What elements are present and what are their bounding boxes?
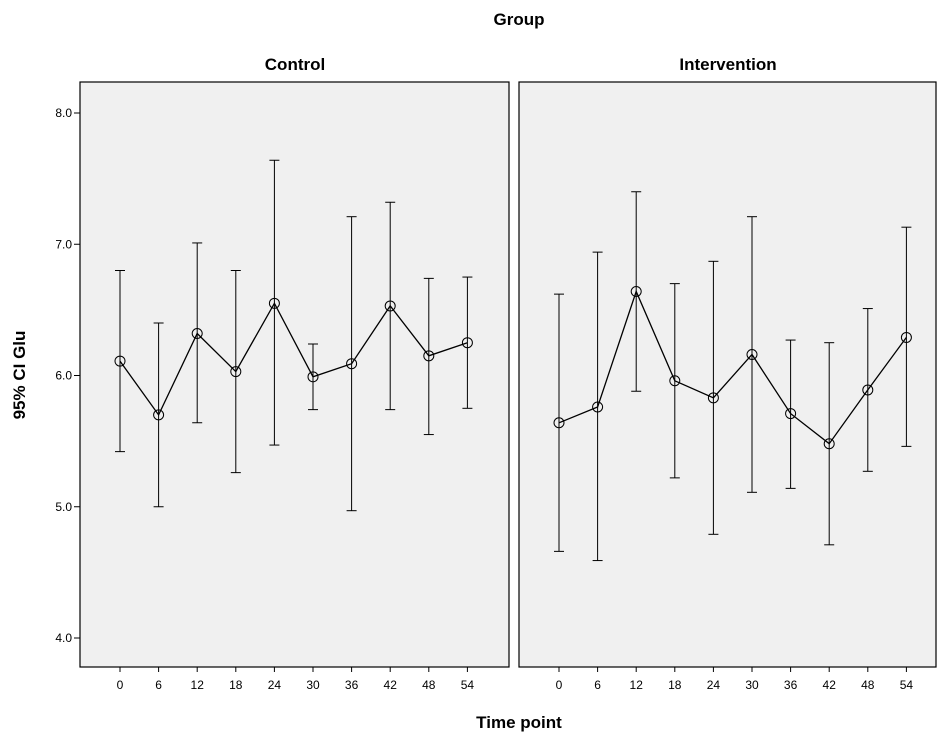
plot-area xyxy=(79,81,510,668)
panel-control: Control 0 6 12 18 24 30 36 42 48 54 4.0 5.0 6.0 7.0 8.0 xyxy=(55,55,510,692)
x-tick-label: 24 xyxy=(707,678,721,692)
x-tick-label: 30 xyxy=(306,678,320,692)
x-tick-label: 6 xyxy=(155,678,162,692)
data-point xyxy=(423,350,435,362)
x-tick-label: 48 xyxy=(861,678,875,692)
panel-intervention: Intervention 0 6 12 18 24 30 36 42 48 54 xyxy=(518,55,937,692)
x-tick-label: 54 xyxy=(900,678,914,692)
x-tick-label: 36 xyxy=(345,678,359,692)
series-line xyxy=(119,301,468,417)
data-point xyxy=(823,438,835,450)
panel-title: Intervention xyxy=(679,55,776,74)
y-tick-label: 8.0 xyxy=(55,106,72,120)
x-tick-label: 6 xyxy=(594,678,601,692)
x-tick-label: 18 xyxy=(668,678,682,692)
data-point xyxy=(862,384,874,396)
x-tick-label: 0 xyxy=(117,678,124,692)
data-point xyxy=(707,392,719,404)
data-point xyxy=(553,417,565,429)
x-tick-label: 30 xyxy=(745,678,759,692)
data-point xyxy=(153,409,165,421)
x-tick-label: 42 xyxy=(823,678,837,692)
data-point xyxy=(900,331,912,343)
x-tick-label: 24 xyxy=(268,678,282,692)
plot-area xyxy=(518,81,937,668)
data-point xyxy=(669,375,681,387)
x-tick-label: 42 xyxy=(384,678,398,692)
data-point xyxy=(384,300,396,312)
x-tick-label: 48 xyxy=(422,678,436,692)
y-axis-label: 95% CI Glu xyxy=(10,331,29,420)
y-tick-label: 6.0 xyxy=(55,369,72,383)
data-point xyxy=(230,366,242,378)
data-point xyxy=(114,355,126,367)
x-tick-label: 12 xyxy=(191,678,205,692)
error-bar xyxy=(901,226,912,447)
x-tick-label: 18 xyxy=(229,678,243,692)
x-tick-label: 12 xyxy=(630,678,644,692)
error-bar xyxy=(115,270,125,453)
data-point xyxy=(630,286,642,297)
y-tick-label: 5.0 xyxy=(55,500,72,514)
series-line xyxy=(558,289,907,445)
chart-title: Group xyxy=(494,10,545,29)
x-tick-label: 36 xyxy=(784,678,798,692)
data-point xyxy=(307,371,319,383)
x-axis-label: Time point xyxy=(476,713,562,732)
data-point xyxy=(746,349,758,360)
data-point xyxy=(592,401,604,413)
error-bar xyxy=(462,276,473,409)
x-tick-label: 0 xyxy=(556,678,563,692)
data-point xyxy=(461,337,473,349)
y-tick-label: 4.0 xyxy=(55,631,72,645)
x-tick-label: 54 xyxy=(461,678,475,692)
y-tick-label: 7.0 xyxy=(55,237,72,251)
data-point xyxy=(346,358,358,370)
panel-title: Control xyxy=(265,55,325,74)
data-point xyxy=(785,408,797,420)
panels: Control 0 6 12 18 24 30 36 42 48 54 4.0 5.0 6.0 7.0 8.0… xyxy=(55,55,937,692)
data-point xyxy=(268,297,280,309)
data-point xyxy=(191,328,203,339)
